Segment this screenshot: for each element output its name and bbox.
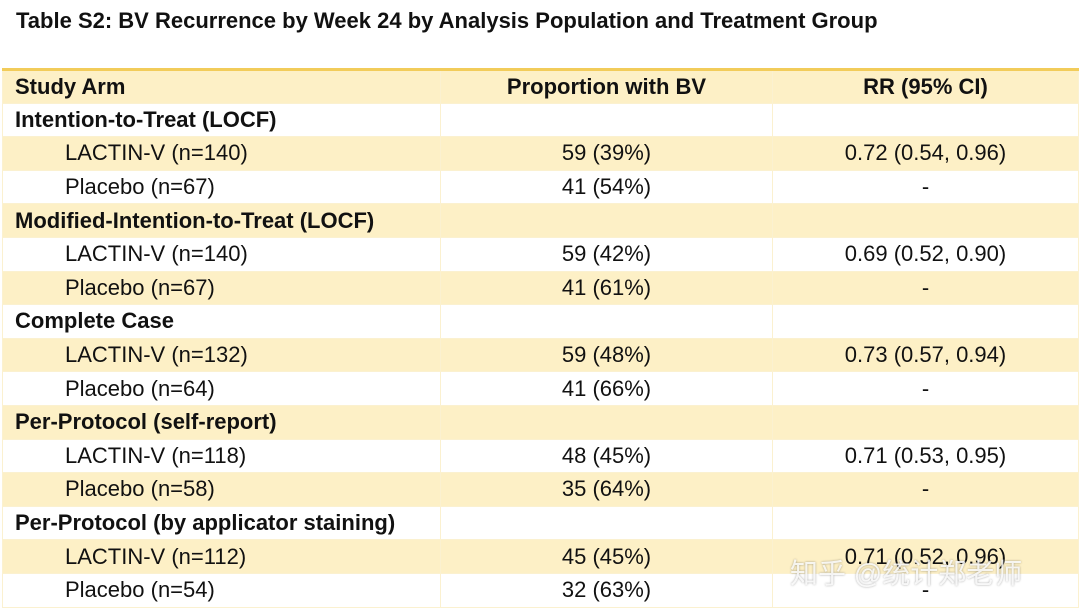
table-cell xyxy=(440,102,773,138)
table-cell: LACTIN-V (n=118) xyxy=(2,438,441,474)
table-body: Study Arm Proportion with BV RR (95% CI) In… xyxy=(2,69,1079,608)
table-cell xyxy=(440,203,773,238)
table-cell xyxy=(440,404,773,440)
table-cell: 0.73 (0.57, 0.94) xyxy=(772,337,1079,373)
table-cell: - xyxy=(772,472,1079,507)
table-cell xyxy=(772,203,1079,238)
table-cell: 41 (54%) xyxy=(440,169,773,205)
table-cell: 0.69 (0.52, 0.90) xyxy=(772,236,1079,272)
table-cell xyxy=(772,102,1079,138)
table-cell: Per-Protocol (self-report) xyxy=(2,404,441,440)
table-cell: 45 (45%) xyxy=(440,539,773,574)
table-row: LACTIN-V (n=132) 59 (48%) 0.73 (0.57, 0.94… xyxy=(2,337,1079,373)
table-cell: Placebo (n=67) xyxy=(2,270,441,306)
table-row: LACTIN-V (n=118) 48 (45%) 0.71 (0.53, 0.95… xyxy=(2,438,1079,474)
table-cell: Modified-Intention-to-Treat (LOCF) xyxy=(2,203,441,238)
watermark: 知乎 @统计郑老师 xyxy=(790,558,1023,589)
table-cell: 0.72 (0.54, 0.96) xyxy=(772,136,1079,171)
table-cell: Placebo (n=58) xyxy=(2,472,441,507)
table-cell: LACTIN-V (n=140) xyxy=(2,136,441,171)
table-cell xyxy=(440,304,773,339)
table-cell: 35 (64%) xyxy=(440,472,773,507)
table-cell: Intention-to-Treat (LOCF) xyxy=(2,102,441,138)
table-cell: 59 (48%) xyxy=(440,337,773,373)
table-row: Modified-Intention-to-Treat (LOCF) xyxy=(2,203,1079,238)
table-cell: - xyxy=(772,371,1079,406)
table-cell: LACTIN-V (n=112) xyxy=(2,539,441,574)
table-cell: 48 (45%) xyxy=(440,438,773,474)
table-cell: 59 (39%) xyxy=(440,136,773,171)
table-cell: Placebo (n=64) xyxy=(2,371,441,406)
table-title: Table S2: BV Recurrence by Week 24 by An… xyxy=(16,8,878,33)
table-cell: - xyxy=(772,169,1079,205)
results-table: Study Arm Proportion with BV RR (95% CI) In… xyxy=(2,68,1079,608)
table-row: LACTIN-V (n=140) 59 (39%) 0.72 (0.54, 0.96… xyxy=(2,136,1079,171)
table-cell xyxy=(772,404,1079,440)
table-row: Placebo (n=54) 32 (63%) - xyxy=(2,572,1079,608)
table-row: LACTIN-V (n=140) 59 (42%) 0.69 (0.52, 0.90… xyxy=(2,236,1079,272)
table-cell: RR (95% CI) xyxy=(772,69,1079,104)
table-row: Complete Case xyxy=(2,304,1079,339)
table-cell: 41 (61%) xyxy=(440,270,773,306)
table-row: Intention-to-Treat (LOCF) xyxy=(2,102,1079,138)
table-cell: 0.71 (0.52, 0.96) xyxy=(772,539,1079,574)
table-cell: Proportion with BV xyxy=(440,69,773,104)
table-cell: - xyxy=(772,572,1079,608)
table-row: Placebo (n=67) 41 (61%) - xyxy=(2,270,1079,306)
table-cell: LACTIN-V (n=132) xyxy=(2,337,441,373)
table-row: Placebo (n=58) 35 (64%) - xyxy=(2,472,1079,507)
table-cell: Placebo (n=54) xyxy=(2,572,441,608)
table-cell: Per-Protocol (by applicator staining) xyxy=(2,505,441,541)
table-cell: 0.71 (0.53, 0.95) xyxy=(772,438,1079,474)
table-row: Study Arm Proportion with BV RR (95% CI) xyxy=(2,69,1079,104)
table-cell: 41 (66%) xyxy=(440,371,773,406)
table-row: Placebo (n=64) 41 (66%) - xyxy=(2,371,1079,406)
table-row: Per-Protocol (by applicator staining) xyxy=(2,505,1079,541)
table-cell xyxy=(772,505,1079,541)
table-cell: - xyxy=(772,270,1079,306)
table-row: Per-Protocol (self-report) xyxy=(2,404,1079,440)
table-cell: Complete Case xyxy=(2,304,441,339)
table-cell xyxy=(772,304,1079,339)
table-cell: Placebo (n=67) xyxy=(2,169,441,205)
table-cell xyxy=(440,505,773,541)
table-cell: Study Arm xyxy=(2,69,441,104)
table-cell: 32 (63%) xyxy=(440,572,773,608)
table-cell: LACTIN-V (n=140) xyxy=(2,236,441,272)
table-cell: 59 (42%) xyxy=(440,236,773,272)
table-row: Placebo (n=67) 41 (54%) - xyxy=(2,169,1079,205)
